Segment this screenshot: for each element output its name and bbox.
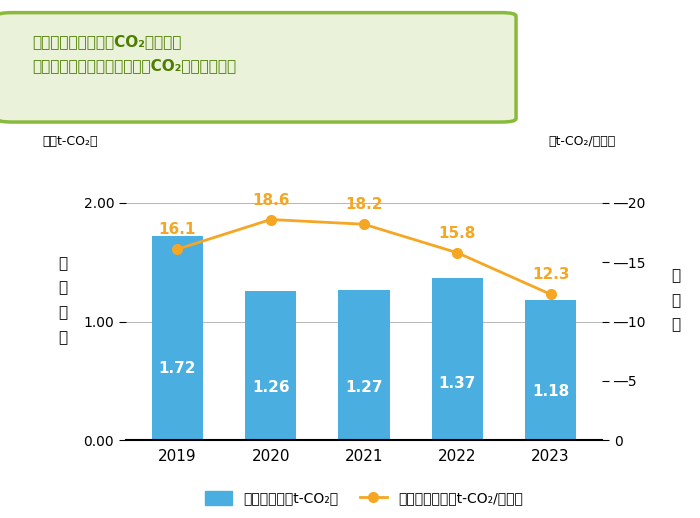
Text: 作業所・オフィスのCO₂総排出量
および施工高１億円あたりのCO₂原単位排出量: 作業所・オフィスのCO₂総排出量 および施工高１億円あたりのCO₂原単位排出量 [32, 35, 237, 73]
Bar [338, 290, 390, 440]
Text: 18.2: 18.2 [345, 197, 383, 212]
Bar [432, 278, 483, 440]
Text: 総
排
出
量: 総 排 出 量 [58, 256, 68, 345]
FancyBboxPatch shape [0, 12, 516, 122]
Text: 原
単
位: 原 単 位 [671, 268, 680, 333]
Bar [245, 291, 296, 440]
Text: 12.3: 12.3 [532, 267, 569, 282]
Text: 15.8: 15.8 [439, 226, 476, 241]
Text: （万t-CO₂）: （万t-CO₂） [42, 135, 97, 148]
Bar [152, 236, 203, 440]
Text: 1.18: 1.18 [532, 384, 569, 399]
Text: 18.6: 18.6 [252, 193, 289, 208]
Text: 1.27: 1.27 [345, 380, 383, 395]
Text: 1.26: 1.26 [252, 380, 290, 395]
Legend: 総排出量（万t-CO₂）, 原単位排出量（t-CO₂/億円）: 総排出量（万t-CO₂）, 原単位排出量（t-CO₂/億円） [199, 485, 529, 511]
Bar [525, 300, 576, 440]
Text: 1.72: 1.72 [159, 362, 196, 377]
Text: 16.1: 16.1 [159, 222, 196, 237]
Text: （t-CO₂/億円）: （t-CO₂/億円） [549, 135, 616, 148]
Text: 1.37: 1.37 [439, 376, 476, 391]
